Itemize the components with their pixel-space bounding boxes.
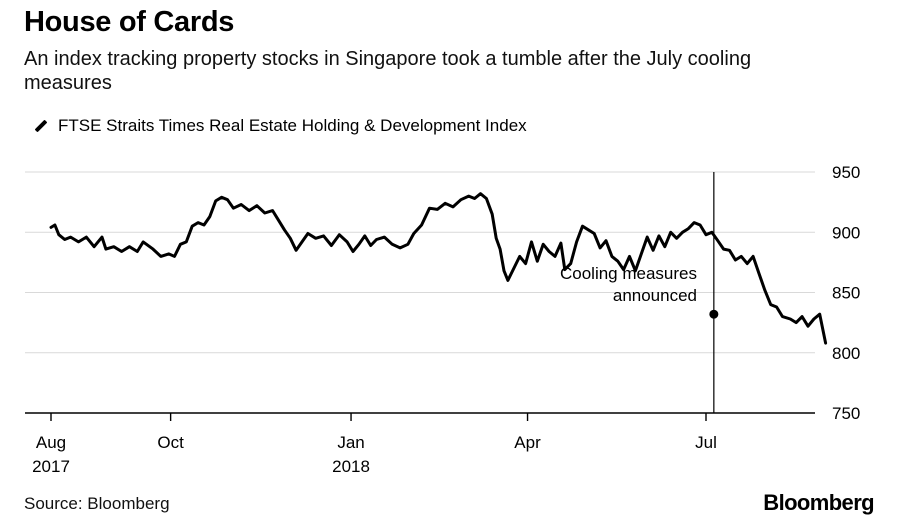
annotation-label: Cooling measures (560, 264, 697, 283)
y-tick-label: 750 (832, 404, 860, 423)
x-tick-label: Jan (337, 433, 364, 452)
x-tick-label: Apr (514, 433, 541, 452)
annotation-marker (709, 309, 719, 319)
chart-subtitle: An index tracking property stocks in Sin… (24, 48, 752, 94)
chart-title: House of Cards (24, 6, 235, 38)
x-tick-label: Aug (36, 433, 66, 452)
x-tick-year-label: 2018 (332, 457, 370, 476)
x-tick-label: Jul (695, 433, 717, 452)
chart-legend: FTSE Straits Times Real Estate Holding &… (34, 116, 527, 136)
x-tick-label: Oct (157, 433, 184, 452)
y-tick-label: 850 (832, 284, 860, 303)
annotation-label: announced (613, 286, 697, 305)
y-tick-label: 950 (832, 163, 860, 182)
x-tick-year-label: 2017 (32, 457, 70, 476)
y-tick-label: 800 (832, 344, 860, 363)
source-note: Source: Bloomberg (24, 494, 170, 513)
y-tick-label: 900 (832, 223, 860, 242)
bloomberg-logo: Bloomberg (763, 490, 874, 515)
legend-series-label: FTSE Straits Times Real Estate Holding &… (58, 116, 527, 135)
index-series-line (49, 192, 828, 345)
